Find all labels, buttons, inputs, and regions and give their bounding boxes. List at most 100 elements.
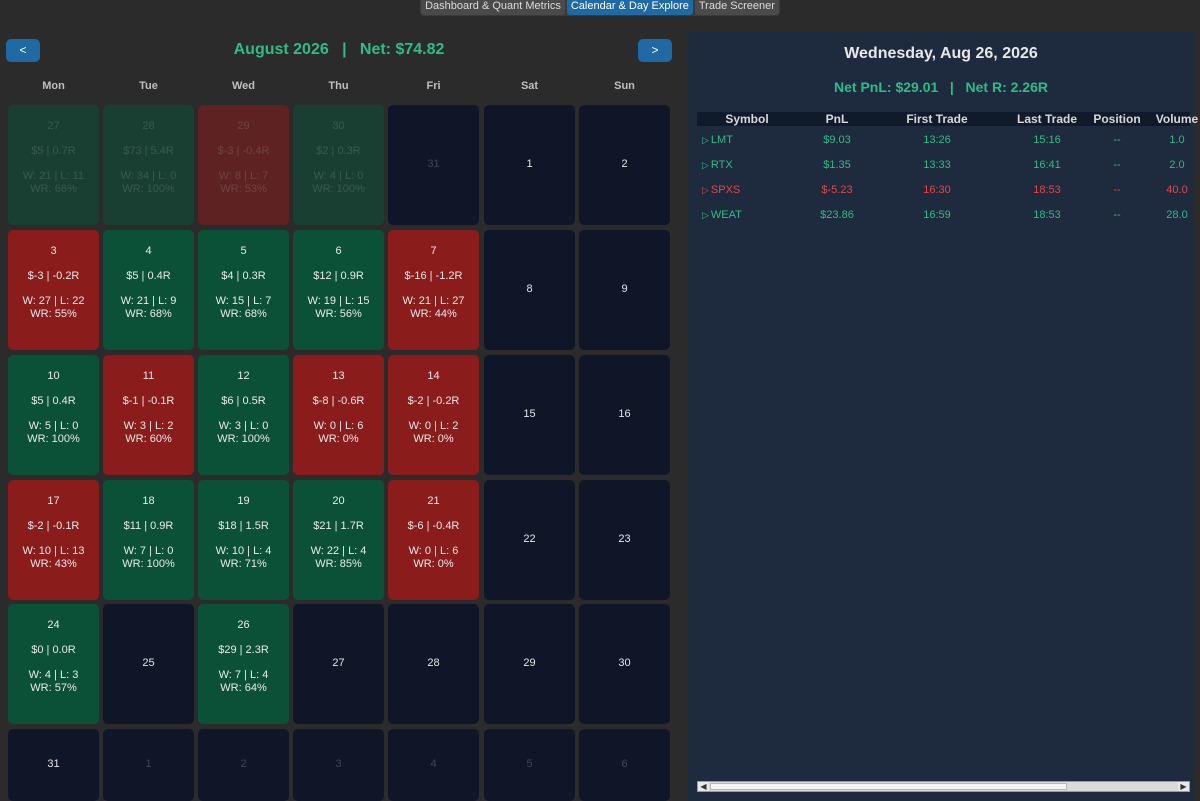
day-win-loss: W: 7 | L: 4 bbox=[218, 669, 269, 681]
calendar-day-cell[interactable]: 2 bbox=[198, 729, 289, 801]
calendar-day-cell[interactable]: 10 $5 | 0.4R W: 5 | L: 0 WR: 100% bbox=[8, 355, 99, 475]
trade-symbol: ▷ RTX bbox=[702, 156, 802, 174]
calendar-day-cell[interactable]: 6 bbox=[579, 729, 670, 801]
day-win-rate: WR: 43% bbox=[30, 558, 77, 570]
calendar-day-cell[interactable]: 31 bbox=[388, 105, 479, 225]
calendar-day-cell[interactable]: 5 bbox=[484, 729, 575, 801]
day-win-rate: WR: 100% bbox=[312, 183, 365, 195]
trade-position: -- bbox=[1113, 209, 1121, 221]
calendar-day-cell[interactable]: 25 bbox=[103, 604, 194, 724]
calendar-title: August 2026 | Net: $74.82 bbox=[233, 41, 445, 58]
detail-date-title: Wednesday, Aug 26, 2026 bbox=[844, 45, 1038, 62]
calendar-day-cell[interactable]: 24 $0 | 0.0R W: 4 | L: 3 WR: 57% bbox=[8, 604, 99, 724]
trade-first: 13:26 bbox=[923, 134, 951, 146]
triangle-right-icon[interactable]: ▷ bbox=[702, 210, 709, 220]
calendar-day-cell[interactable]: 4 $5 | 0.4R W: 21 | L: 9 WR: 68% bbox=[103, 230, 194, 350]
calendar-day-cell[interactable]: 20 $21 | 1.7R W: 22 | L: 4 WR: 85% bbox=[293, 480, 384, 600]
calendar-day-cell[interactable]: 17 $-2 | -0.1R W: 10 | L: 13 WR: 43% bbox=[8, 480, 99, 600]
day-number: 3 bbox=[50, 245, 57, 257]
triangle-right-icon[interactable]: ▷ bbox=[702, 160, 709, 170]
calendar-day-cell[interactable]: 15 bbox=[484, 355, 575, 475]
calendar-day-cell[interactable]: 31 bbox=[8, 729, 99, 801]
trade-row[interactable]: ▷ WEAT $23.86 16:59 18:53 -- 28.0 bbox=[697, 206, 1190, 224]
weekday-wed: Wed bbox=[231, 80, 256, 92]
calendar-day-cell[interactable]: 1 bbox=[484, 105, 575, 225]
triangle-right-icon[interactable]: ▷ bbox=[702, 185, 709, 195]
calendar-day-cell[interactable]: 21 $-6 | -0.4R W: 0 | L: 6 WR: 0% bbox=[388, 480, 479, 600]
calendar-day-cell[interactable]: 23 bbox=[579, 480, 670, 600]
column-header-position[interactable]: Position bbox=[1093, 112, 1141, 126]
weekday-thu: Thu bbox=[328, 80, 349, 92]
calendar-day-cell[interactable]: 11 $-1 | -0.1R W: 3 | L: 2 WR: 60% bbox=[103, 355, 194, 475]
calendar-day-cell[interactable]: 27 bbox=[293, 604, 384, 724]
scrollbar-thumb[interactable] bbox=[710, 783, 1067, 790]
calendar-day-cell[interactable]: 30 bbox=[579, 604, 670, 724]
calendar-day-cell[interactable]: 14 $-2 | -0.2R W: 0 | L: 2 WR: 0% bbox=[388, 355, 479, 475]
calendar-day-cell[interactable]: 16 bbox=[579, 355, 670, 475]
calendar-day-cell[interactable]: 19 $18 | 1.5R W: 10 | L: 4 WR: 71% bbox=[198, 480, 289, 600]
calendar-day-cell[interactable]: 12 $6 | 0.5R W: 3 | L: 0 WR: 100% bbox=[198, 355, 289, 475]
trade-symbol-label: LMT bbox=[710, 134, 733, 146]
column-header-first-trade[interactable]: First Trade bbox=[906, 112, 968, 126]
weekday-header: Mon Tue Wed Thu Fri Sat Sun bbox=[6, 80, 672, 94]
calendar-day-cell[interactable]: 18 $11 | 0.9R W: 7 | L: 0 WR: 100% bbox=[103, 480, 194, 600]
calendar-day-cell[interactable]: 8 bbox=[484, 230, 575, 350]
calendar-day-cell[interactable]: 26 $29 | 2.3R W: 7 | L: 4 WR: 64% bbox=[198, 604, 289, 724]
calendar-day-cell[interactable]: 5 $4 | 0.3R W: 15 | L: 7 WR: 68% bbox=[198, 230, 289, 350]
day-number: 27 bbox=[332, 657, 345, 669]
calendar-day-cell[interactable]: 22 bbox=[484, 480, 575, 600]
scroll-left-icon[interactable]: ◀ bbox=[698, 782, 709, 791]
day-win-rate: WR: 55% bbox=[30, 308, 77, 320]
calendar-day-cell[interactable]: 2 bbox=[579, 105, 670, 225]
day-win-loss: W: 7 | L: 0 bbox=[123, 545, 174, 557]
calendar-day-cell[interactable]: 4 bbox=[388, 729, 479, 801]
trade-first: 13:33 bbox=[923, 159, 951, 171]
day-pnl: $5 | 0.4R bbox=[31, 395, 76, 407]
weekday-fri: Fri bbox=[426, 80, 441, 92]
trade-position: -- bbox=[1113, 134, 1121, 146]
trade-pnl: $1.35 bbox=[823, 159, 851, 171]
triangle-right-icon[interactable]: ▷ bbox=[702, 135, 709, 145]
trade-row[interactable]: ▷ LMT $9.03 13:26 15:16 -- 1.0 bbox=[697, 131, 1190, 149]
horizontal-scrollbar[interactable]: ◀ ▶ bbox=[697, 781, 1190, 792]
day-win-rate: WR: 66% bbox=[30, 183, 77, 195]
scroll-right-icon[interactable]: ▶ bbox=[1178, 782, 1189, 791]
calendar-day-cell[interactable]: 1 bbox=[103, 729, 194, 801]
column-header-pnl[interactable]: PnL bbox=[825, 112, 849, 126]
trade-last: 18:53 bbox=[1033, 209, 1061, 221]
day-pnl: $11 | 0.9R bbox=[123, 520, 174, 532]
day-win-loss: W: 22 | L: 4 bbox=[310, 545, 367, 557]
day-win-loss: W: 27 | L: 22 bbox=[22, 295, 85, 307]
tab-dashboard[interactable]: Dashboard & Quant Metrics bbox=[421, 0, 565, 15]
column-header-symbol[interactable]: Symbol bbox=[725, 112, 769, 126]
calendar-day-cell[interactable]: 27 $5 | 0.7R W: 21 | L: 11 WR: 66% bbox=[8, 105, 99, 225]
day-number: 28 bbox=[427, 657, 440, 669]
calendar-day-cell[interactable]: 7 $-16 | -1.2R W: 21 | L: 27 WR: 44% bbox=[388, 230, 479, 350]
calendar-day-cell[interactable]: 13 $-8 | -0.6R W: 0 | L: 6 WR: 0% bbox=[293, 355, 384, 475]
column-header-volume[interactable]: Volume bbox=[1155, 112, 1199, 126]
calendar-day-cell[interactable]: 29 $-3 | -0.4R W: 8 | L: 7 WR: 53% bbox=[198, 105, 289, 225]
trade-volume: 1.0 bbox=[1169, 134, 1185, 146]
calendar-day-cell[interactable]: 29 bbox=[484, 604, 575, 724]
tab-calendar[interactable]: Calendar & Day Explore bbox=[566, 0, 693, 15]
previous-month-button[interactable]: < bbox=[6, 39, 40, 62]
tab-trade-screener[interactable]: Trade Screener bbox=[694, 0, 779, 15]
calendar-day-cell[interactable]: 28 $73 | 5.4R W: 34 | L: 0 WR: 100% bbox=[103, 105, 194, 225]
calendar-day-cell[interactable]: 28 bbox=[388, 604, 479, 724]
trade-symbol: ▷ LMT bbox=[702, 131, 802, 149]
calendar-day-cell[interactable]: 30 $2 | 0.3R W: 4 | L: 0 WR: 100% bbox=[293, 105, 384, 225]
calendar-day-cell[interactable]: 9 bbox=[579, 230, 670, 350]
calendar-day-cell[interactable]: 3 bbox=[293, 729, 384, 801]
next-month-button[interactable]: > bbox=[638, 39, 672, 62]
day-pnl: $-2 | -0.2R bbox=[407, 395, 460, 407]
trade-row[interactable]: ▷ SPXS $-5.23 16:30 18:53 -- 40.0 bbox=[697, 181, 1190, 199]
trade-row[interactable]: ▷ RTX $1.35 13:33 16:41 -- 2.0 bbox=[697, 156, 1190, 174]
calendar-day-cell[interactable]: 6 $12 | 0.9R W: 19 | L: 15 WR: 56% bbox=[293, 230, 384, 350]
trade-symbol-label: RTX bbox=[710, 159, 733, 171]
day-win-rate: WR: 100% bbox=[122, 183, 175, 195]
calendar-day-cell[interactable]: 3 $-3 | -0.2R W: 27 | L: 22 WR: 55% bbox=[8, 230, 99, 350]
weekday-sat: Sat bbox=[520, 80, 539, 92]
column-header-last-trade[interactable]: Last Trade bbox=[1016, 112, 1078, 126]
day-win-loss: W: 4 | L: 0 bbox=[313, 170, 364, 182]
day-pnl: $21 | 1.7R bbox=[313, 520, 364, 532]
